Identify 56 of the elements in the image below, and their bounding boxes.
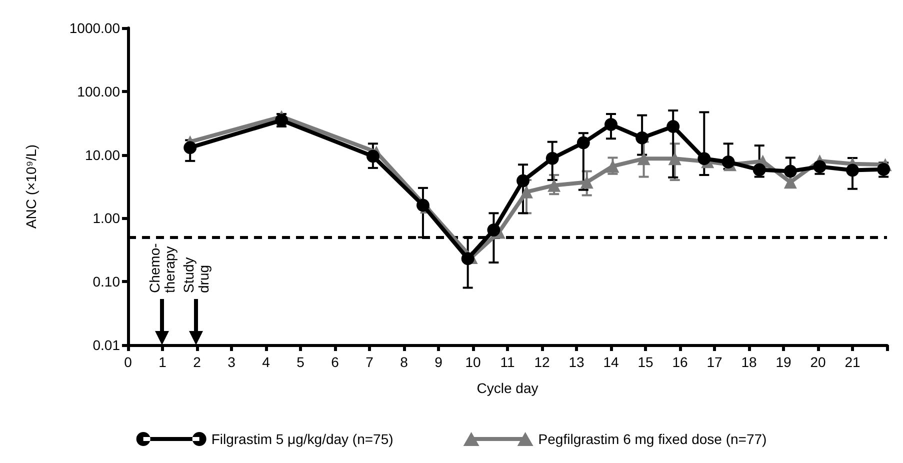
point (416, 198, 430, 212)
x-tick-label: 4 (262, 354, 270, 370)
point (698, 152, 711, 166)
x-tick-label: 2 (193, 354, 202, 370)
y-tick-label: 0.10 (92, 274, 120, 290)
x-tick-label: 16 (672, 354, 688, 370)
legend-label: Pegfilgrastim 6 mg fixed dose (n=77) (538, 431, 767, 447)
x-tick-label: 9 (434, 354, 443, 370)
x-tick-label: 5 (296, 354, 305, 370)
x-tick-label: 15 (638, 354, 654, 370)
point (784, 164, 797, 178)
point (604, 118, 618, 132)
point (666, 120, 680, 133)
point (606, 160, 620, 173)
point (668, 152, 682, 166)
x-tick-label: 3 (228, 354, 236, 370)
point (722, 156, 735, 168)
y-axis-title: ANC (×10⁹/L) (23, 144, 39, 229)
point (784, 176, 797, 189)
x-tick-label: 20 (810, 354, 826, 370)
point (184, 141, 197, 154)
x-tick-label: 10 (465, 354, 481, 370)
y-tick-label: 1.00 (92, 210, 120, 226)
point (546, 152, 559, 165)
point (461, 252, 474, 266)
y-tick-label: 100.00 (77, 83, 120, 100)
x-tick-label: 17 (706, 354, 722, 370)
point (487, 224, 500, 237)
x-tick-label: 18 (741, 354, 757, 370)
point (548, 178, 561, 192)
x-axis-title: Cycle day (476, 380, 538, 396)
point (576, 136, 590, 150)
x-tick-label: 19 (776, 354, 792, 370)
point (366, 150, 380, 163)
x-tick-label: 12 (534, 354, 550, 370)
x-tick-label: 7 (366, 354, 374, 370)
legend-label: Filgrastim 5 μg/kg/day (n=75) (211, 431, 394, 447)
annotation: Study drug (180, 257, 212, 293)
point (752, 163, 766, 176)
x-tick-label: 11 (500, 354, 515, 370)
y-tick-label: 10.00 (84, 146, 120, 163)
y-tick-label: 0.01 (92, 337, 120, 353)
x-tick-label: 21 (844, 354, 860, 370)
x-tick-label: 1 (158, 354, 167, 370)
annotation: Chemo- therapy (146, 242, 178, 293)
x-tick-label: 13 (568, 354, 584, 370)
x-tick-label: 0 (124, 354, 132, 370)
x-tick-label: 8 (400, 354, 408, 370)
x-tick-label: 6 (331, 354, 340, 370)
point (846, 164, 859, 177)
x-tick-label: 14 (603, 354, 619, 370)
point (516, 174, 530, 188)
y-tick-label: 1000.00 (69, 20, 120, 36)
point (637, 152, 650, 166)
point (636, 131, 649, 144)
point (580, 176, 594, 189)
